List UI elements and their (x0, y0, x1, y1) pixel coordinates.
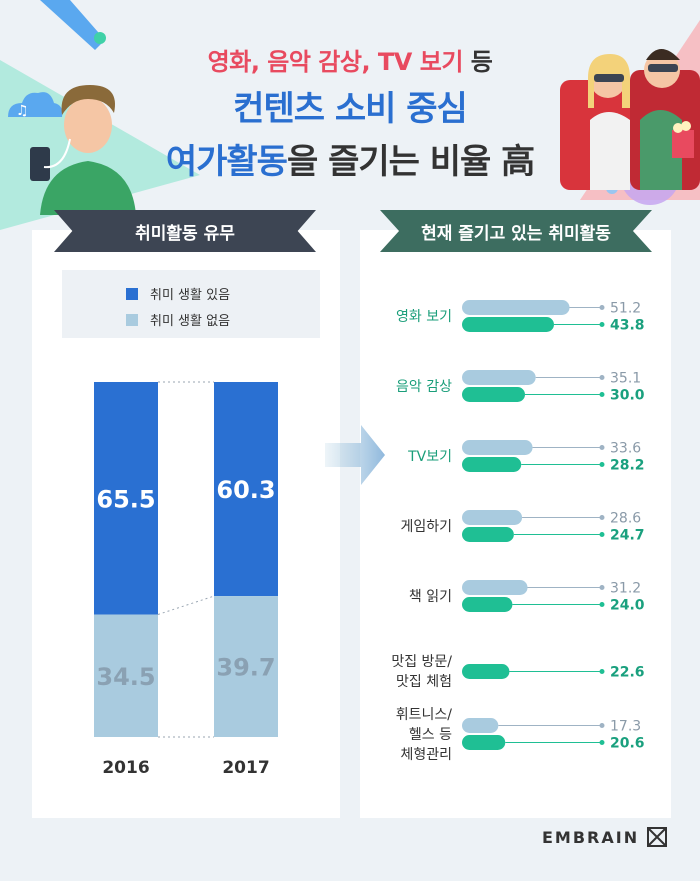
hbar-value-label: 17.3 (610, 719, 641, 735)
category-label: TV보기 (407, 449, 452, 465)
category-label: 영화 보기 (396, 309, 452, 325)
hbar-series-2 (462, 527, 514, 542)
hbar-value-label: 28.2 (610, 458, 645, 474)
title-line-3-rest: 을 즐기는 비율 高 (286, 142, 535, 182)
hbar-value-label: 31.2 (610, 581, 641, 597)
bar-segment-2016-no-hobby (94, 614, 158, 737)
logo-text: EMBRAIN (542, 827, 640, 847)
svg-text:♫: ♫ (16, 103, 29, 119)
leader-dot (599, 585, 605, 590)
hbar-value-label: 28.6 (610, 511, 641, 527)
leader-dot (599, 445, 605, 450)
legend-label-has-hobby: 취미 생활 있음 (150, 288, 231, 303)
leader-dot (599, 462, 605, 467)
legend-label-no-hobby: 취미 생활 없음 (150, 314, 231, 329)
bar-segment-2016-has-hobby (94, 382, 158, 615)
x-tick-label: 2016 (102, 758, 149, 778)
cloud-music-icon (8, 92, 63, 117)
leader-dot (599, 322, 605, 327)
title-line-1-rest: 등 (462, 48, 493, 76)
bar-segment-2017-has-hobby (214, 382, 278, 597)
person-with-earphones-illustration: ♫ (8, 85, 136, 215)
phone-icon (30, 147, 50, 181)
legend-item-has-hobby: 취미 생활 있음 (126, 284, 230, 303)
hbar-series-1 (462, 718, 499, 733)
legend (62, 270, 320, 338)
hbar-series-2 (462, 735, 506, 750)
logo-mark-icon (647, 827, 668, 847)
x-tick-label: 2017 (222, 758, 269, 778)
hbar-value-label: 51.2 (610, 301, 641, 317)
arrow-right-icon (325, 425, 385, 485)
bar-value-label: 34.5 (96, 663, 155, 691)
title-line-3: 여가활동을 즐기는 비율 高 (0, 134, 700, 183)
right-panel-heading: 현재 즐기고 있는 취미활동 (380, 210, 652, 252)
blue-stripe-shape (40, 0, 105, 50)
title-line-1: 영화, 음악 감상, TV 보기 등 (0, 42, 700, 77)
category-label: 체형관리 (400, 747, 452, 763)
title-line-1-highlight: 영화, 음악 감상, TV 보기 (207, 48, 464, 76)
title-line-3-highlight: 여가활동 (165, 142, 288, 182)
hbar-value-label: 20.6 (610, 736, 645, 752)
leader-dot (599, 305, 605, 310)
category-label: 맛집 방문/ (391, 654, 452, 670)
legend-swatch-dark-blue (126, 287, 138, 300)
cinema-couple-illustration (560, 49, 700, 190)
category-label: 음악 감상 (396, 379, 452, 395)
category-label: 책 읽기 (409, 589, 452, 605)
leader-dot (599, 669, 605, 674)
hbar-series-1 (462, 370, 536, 385)
category-label: 게임하기 (400, 519, 452, 535)
hbar-value-label: 43.8 (610, 318, 645, 334)
leader-dot (599, 515, 605, 520)
left-panel-heading: 취미활동 유무 (54, 210, 316, 252)
hbar-series-2 (462, 387, 525, 402)
hbar-value-label: 24.7 (610, 528, 645, 544)
leader-dot (599, 602, 605, 607)
hbar-value-label: 24.0 (610, 598, 645, 614)
category-label: 휘트니스/ (396, 707, 453, 723)
hbar-value-label: 22.6 (610, 665, 645, 681)
hbar-series-2 (462, 664, 510, 679)
category-label: 헬스 등 (409, 727, 452, 743)
title-line-2: 컨텐츠 소비 중심 (233, 89, 468, 129)
green-dot (94, 32, 106, 44)
bar-value-label: 60.3 (216, 476, 275, 504)
leader-dot (599, 375, 605, 380)
hbar-value-label: 33.6 (610, 441, 641, 457)
connector-line (157, 595, 215, 615)
leader-dot (599, 532, 605, 537)
bar-value-label: 65.5 (96, 485, 155, 513)
stacked-bar-chart: 65.5 34.5 2016 60.3 39.7 2017 (94, 381, 278, 778)
bar-value-label: 39.7 (216, 654, 275, 682)
hbar-series-2 (462, 317, 554, 332)
hbar-series-1 (462, 300, 570, 315)
leader-dot (599, 392, 605, 397)
legend-item-no-hobby: 취미 생활 없음 (126, 310, 230, 329)
hbar-series-1 (462, 580, 528, 595)
hbar-series-2 (462, 597, 513, 612)
hbar-series-1 (462, 440, 533, 455)
hbar-value-label: 30.0 (610, 388, 645, 404)
hbar-value-label: 35.1 (610, 371, 641, 387)
hbar-series-1 (462, 510, 523, 525)
popcorn-icon (672, 130, 694, 158)
legend-swatch-light-blue (126, 313, 138, 326)
category-label: 맛집 체험 (396, 674, 452, 690)
title-block: 영화, 음악 감상, TV 보기 등 컨텐츠 소비 중심 여가활동을 즐기는 비… (0, 42, 700, 183)
embrain-logo: EMBRAIN (542, 827, 668, 847)
bar-segment-2017-no-hobby (214, 596, 278, 737)
hbar-series-2 (462, 457, 522, 472)
leader-dot (599, 740, 605, 745)
hobby-activity-chart: 영화 보기 51.243.8 음악 감상 35.130.0 TV보기 33.628.2 게임… (391, 300, 645, 763)
leader-dot (599, 723, 605, 728)
